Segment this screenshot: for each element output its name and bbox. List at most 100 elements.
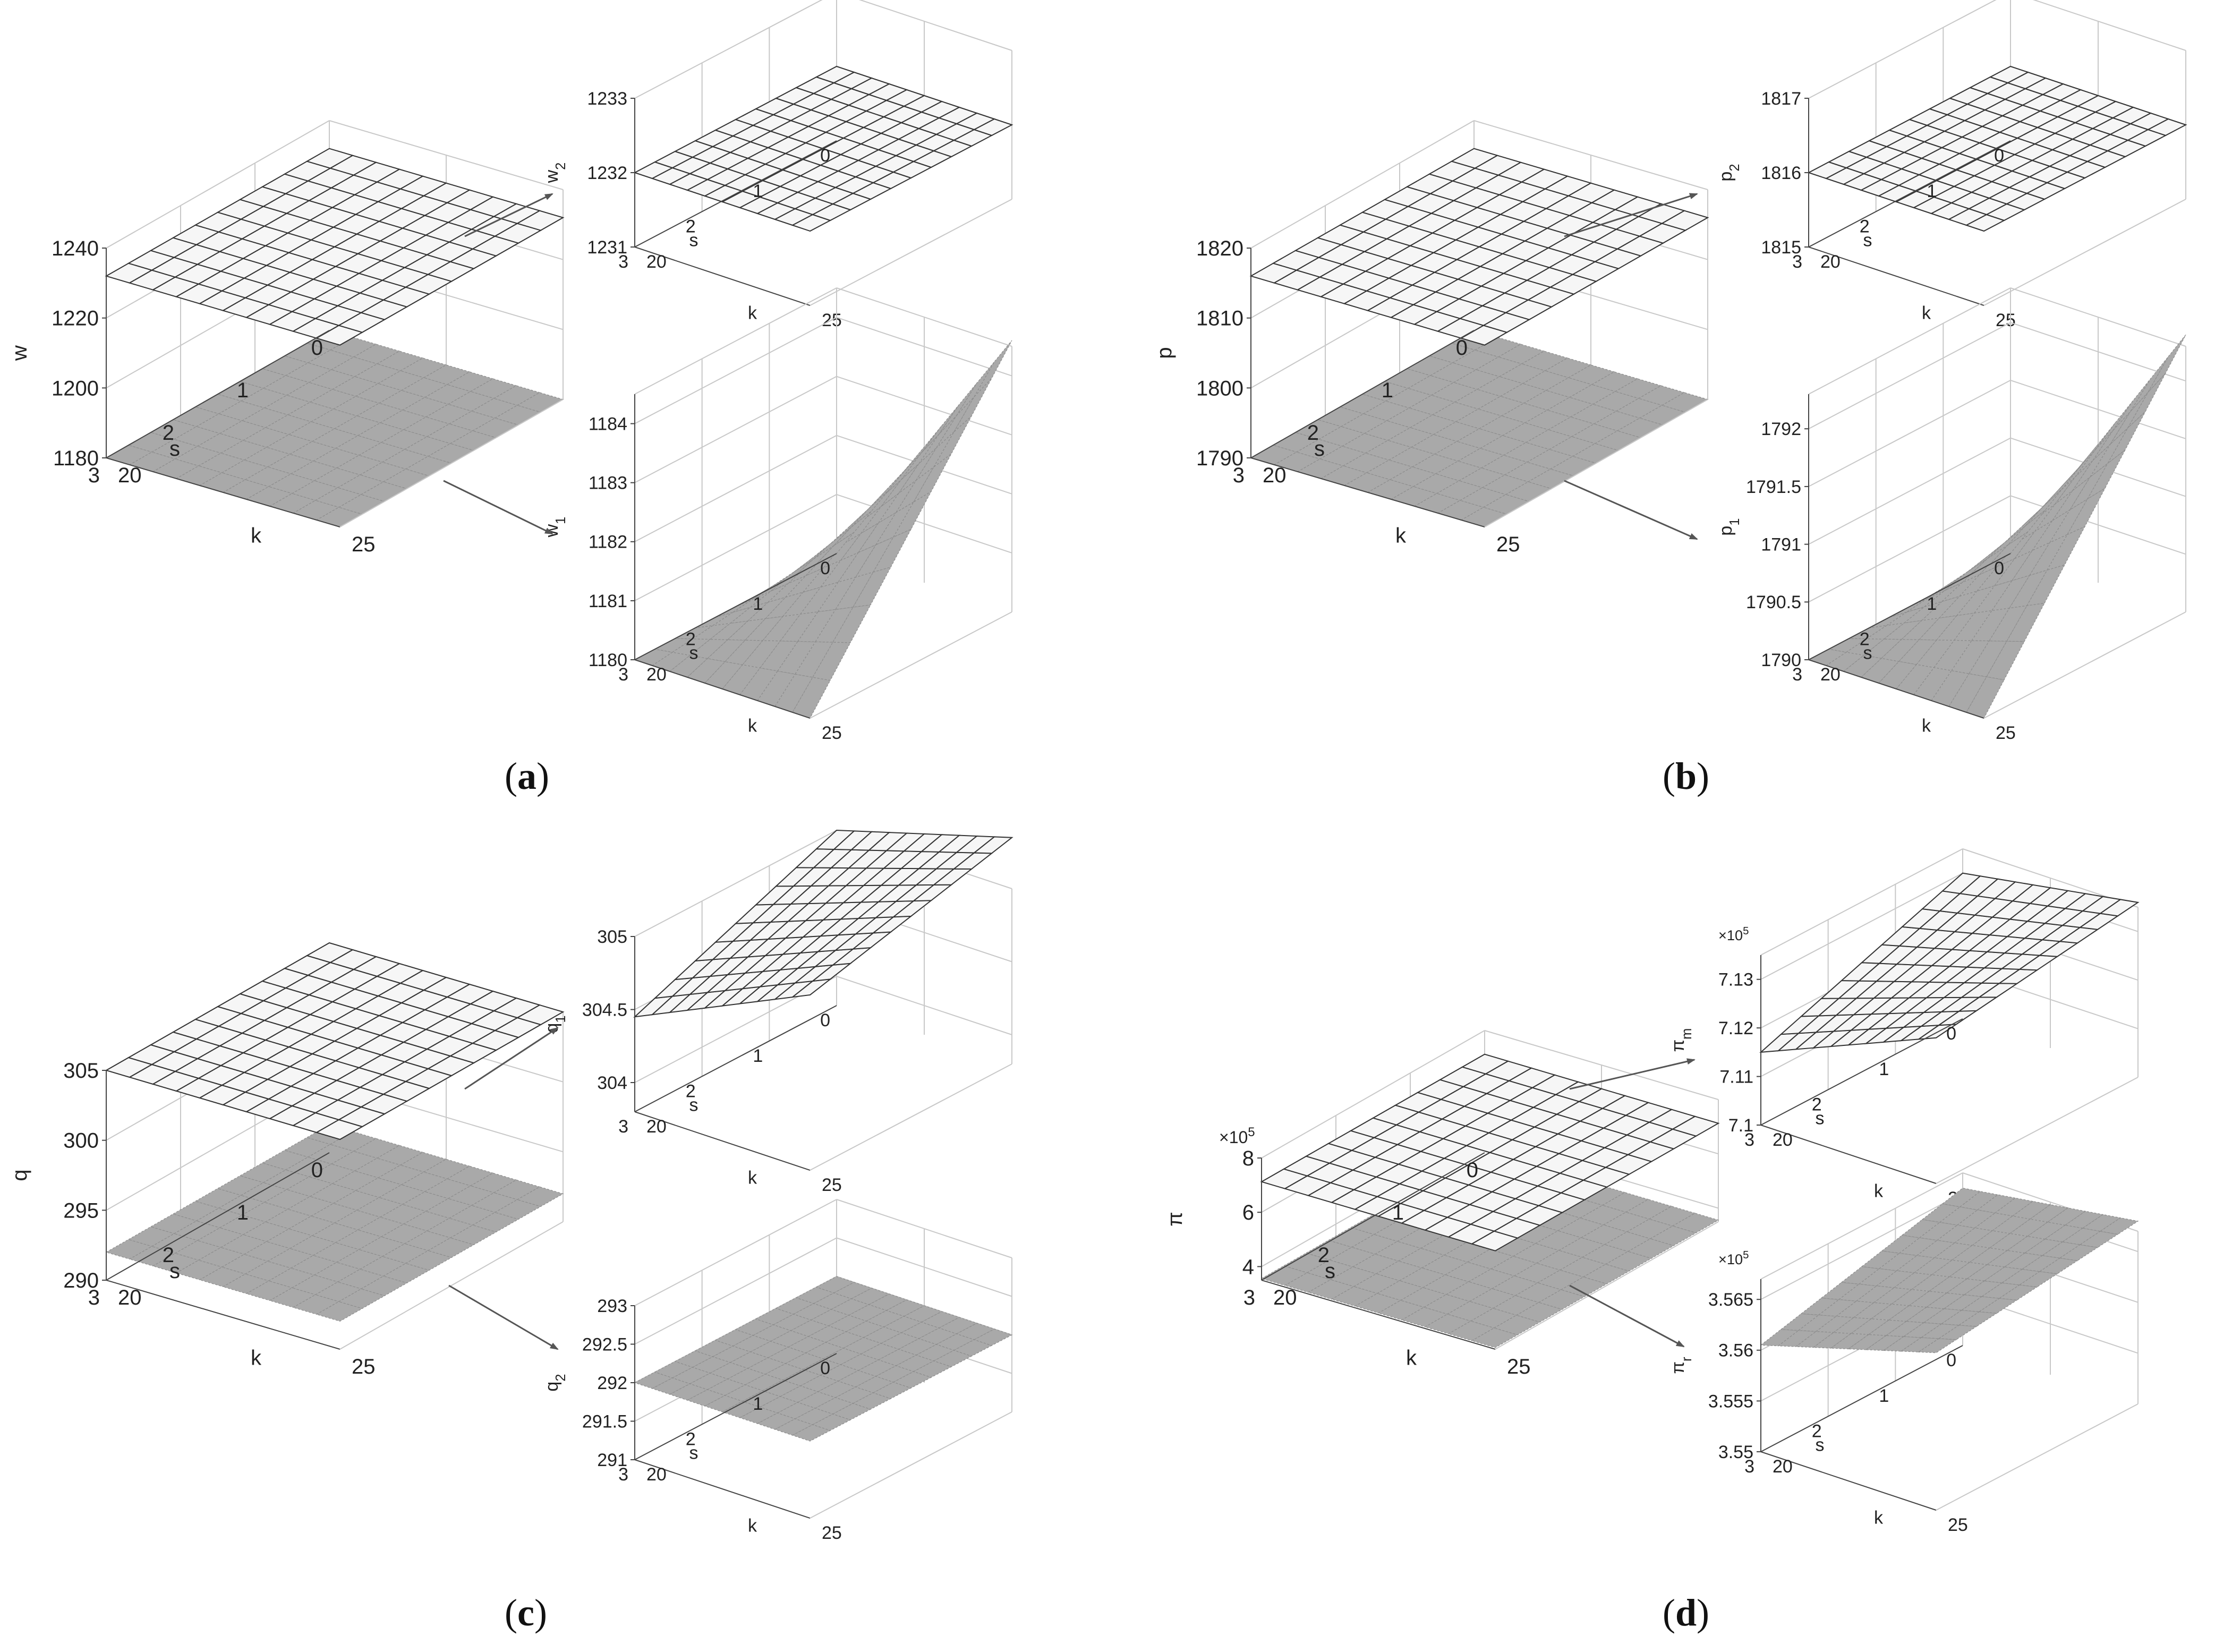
back-wall-top-left <box>1261 1030 1485 1159</box>
z-tick-label: 1800 <box>1196 377 1243 400</box>
k-axis-line <box>1808 246 1984 306</box>
z-axis-base <box>1250 330 1475 458</box>
surface-cell <box>831 508 870 543</box>
s-tick-label: 0 <box>820 1010 830 1031</box>
surface-cell <box>1906 590 1945 612</box>
surface-cell <box>1918 615 1958 641</box>
z-tick-label: 6 <box>1242 1201 1254 1224</box>
chart-c-bot: 291 291.5 292 292.5 293 3 2 1 0 20 25 s k q2 <box>542 1199 1013 1543</box>
gridline-left-wall <box>1808 322 2011 430</box>
axis-multiplier: ×105 <box>1718 925 1749 943</box>
chart-b-main: 1790 1800 1810 1820 3 2 1 0 20 25 s k p <box>1153 120 1709 556</box>
k-axis-label: k <box>748 1515 757 1536</box>
z-tick-label: 3.565 <box>1708 1290 1753 1310</box>
surface-cell <box>2146 118 2187 137</box>
z-tick-label: 1820 <box>1196 237 1243 260</box>
s-tick-label: 0 <box>311 1159 323 1182</box>
s-axis-label: s <box>1816 1435 1825 1455</box>
z-tick-label: 293 <box>597 1296 627 1316</box>
surface-cell <box>709 620 749 640</box>
z-tick-label: 291 <box>597 1450 627 1470</box>
chart-c-main: 290 295 300 305 3 2 1 0 20 25 s k q <box>8 942 565 1378</box>
k-axis-line <box>634 246 811 306</box>
k-tick-label: 20 <box>646 1117 667 1137</box>
surface-q2 <box>634 1276 1013 1442</box>
s-tick-label: 0 <box>311 336 323 360</box>
surface-w2 <box>633 65 1013 232</box>
z-tick-label: 295 <box>63 1199 99 1222</box>
surface-cell <box>792 677 831 719</box>
surface-cell <box>1898 639 1938 665</box>
surface-cell <box>2026 564 2066 606</box>
k-axis-line <box>634 1459 811 1519</box>
gridline-left-wall <box>634 494 837 601</box>
front-floor-edge <box>1936 1403 2139 1511</box>
surface-cell <box>1881 1234 1921 1254</box>
chart-a-main: 1180 1200 1220 1240 3 2 1 0 20 25 s k w <box>8 120 565 556</box>
k-axis-line <box>1760 1125 1937 1184</box>
surface-cell <box>2011 541 2051 581</box>
surface-cell <box>953 378 992 432</box>
surface-cell <box>1939 1206 1979 1225</box>
surface-cell <box>1986 641 2025 680</box>
surface-w2 <box>105 148 565 346</box>
z-axis-label-subscript: 1 <box>553 517 568 524</box>
surface-m <box>1759 872 2140 1053</box>
surface-cell <box>1903 601 1943 624</box>
s-tick-label: 3 <box>1744 1457 1754 1477</box>
z-tick-label: 300 <box>63 1129 99 1153</box>
chart-b-bot: 1790 1790.5 1791 1791.5 1792 3 2 1 0 20 25 s k p1 <box>1716 287 2186 743</box>
s-tick-label: 3 <box>88 1286 100 1309</box>
surface-cell <box>2014 520 2053 559</box>
surface-cell <box>516 1186 564 1207</box>
k-tick-label: 20 <box>118 1286 142 1309</box>
k-axis-line <box>106 1280 340 1350</box>
caption-b: (b) <box>1663 755 1710 797</box>
surface-cell <box>1941 1188 1981 1207</box>
s-tick-label: 3 <box>618 252 628 272</box>
s-tick-label: 1 <box>1392 1201 1404 1224</box>
surface-cell <box>913 453 952 503</box>
caption-c: (c) <box>505 1591 547 1634</box>
z-axis-label: w2 <box>542 163 568 184</box>
k-tick-label: 20 <box>646 665 667 685</box>
s-axis-label: s <box>1816 1108 1825 1128</box>
z-axis-base <box>634 1005 837 1112</box>
surface-cell <box>729 602 769 624</box>
z-tick-label: 3.55 <box>1718 1442 1753 1462</box>
s-tick-label: 0 <box>1946 1350 1956 1370</box>
z-tick-label: 304.5 <box>582 1000 627 1020</box>
surface-cell <box>759 641 799 671</box>
surface-m <box>1260 1053 1720 1251</box>
k-tick-label: 25 <box>1996 723 2016 743</box>
surface-cell <box>1967 542 2006 572</box>
surface-cell <box>732 591 771 613</box>
surface-cell <box>1901 1219 1941 1238</box>
z-tick-label: 1810 <box>1196 307 1243 330</box>
z-axis-label-subscript: 2 <box>1727 164 1742 171</box>
z-axis-label-subscript: 2 <box>553 1374 568 1381</box>
surface-cell <box>2090 427 2128 478</box>
s-tick-label: 2 <box>686 1429 696 1449</box>
z-tick-label: 1815 <box>1761 237 1801 258</box>
surface-cell <box>744 616 784 641</box>
surface-cell <box>1953 610 1993 641</box>
chart-d-bot: 3.55 3.555 3.56 3.565 3 2 1 0 20 25 s k πr ×105 <box>1668 1172 2139 1535</box>
surface-cell <box>1861 1250 1901 1269</box>
z-tick-label: 305 <box>597 927 627 947</box>
z-axis-label: p1 <box>1716 518 1742 535</box>
z-tick-label: 1790.5 <box>1746 592 1801 612</box>
k-tick-label: 20 <box>1273 1286 1297 1309</box>
z-tick-label: 7.12 <box>1718 1018 1753 1038</box>
k-tick-label: 20 <box>1773 1457 1793 1477</box>
surface-cell <box>973 836 1013 854</box>
z-axis-label: p2 <box>1716 164 1742 181</box>
back-wall-top-left <box>634 1199 837 1306</box>
connector-arrow-b <box>1564 480 1698 540</box>
surface-cell <box>2049 498 2088 543</box>
gridline-left-wall <box>1760 872 1963 980</box>
axis-multiplier: ×105 <box>1219 1125 1255 1147</box>
s-tick-label: 1 <box>1879 1386 1889 1406</box>
surface-cell <box>689 638 729 659</box>
